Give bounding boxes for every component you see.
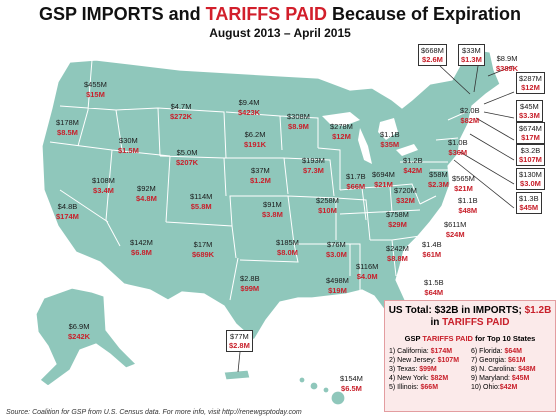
top10-item: 5) Illinois: $66M (389, 384, 439, 391)
label-hi: $154M $6.5M (340, 374, 363, 393)
callout-ct: $674M $17M (516, 122, 545, 144)
label-wv: $58M $2.3M (428, 170, 449, 189)
title-end: Because of Expiration (326, 4, 522, 24)
label-ks: $91M $3.8M (262, 200, 283, 219)
source-note: Source: Coalition for GSP from U.S. Cens… (6, 409, 302, 416)
label-nc: $1.1B $48M (458, 196, 478, 215)
label-me: $8.9M $389K (496, 54, 519, 73)
hawaii-shape (298, 376, 346, 406)
label-fl: $1.5B $64M (424, 278, 444, 297)
label-mo: $258M $10M (316, 196, 339, 215)
label-ar: $76M $3.0M (326, 240, 347, 259)
label-wi: $278M $12M (330, 122, 353, 141)
label-ny: $2.0B $82M (460, 106, 480, 125)
title-main: GSP IMPORTS and (38, 4, 206, 24)
label-in: $694M $21M (372, 170, 395, 189)
callout-ma: $287M $12M (516, 72, 545, 94)
callout-lines (237, 65, 515, 373)
label-ia: $193M $7.3M (302, 156, 325, 175)
label-ca: $4.8B $174M (56, 202, 79, 221)
label-id: $30M $1.5M (118, 136, 139, 155)
label-or: $178M $8.5M (56, 118, 79, 137)
label-va: $565M $21M (452, 174, 475, 193)
callout-nh: $33M $1.3M (458, 44, 485, 66)
summary-subheading: GSP TARIFFS PAID for Top 10 States (404, 334, 536, 343)
label-pa: $1.0B $36M (448, 138, 468, 157)
page-title: GSP IMPORTS and TARIFFS PAID Because of … (0, 4, 560, 25)
top10-item: 10) Ohio:$42M (471, 384, 518, 391)
alaska-shape (35, 287, 138, 387)
label-sd: $6.2M $191K (244, 130, 267, 149)
label-mi: $1.1B $35M (380, 130, 400, 149)
label-la: $498M $19M (326, 276, 349, 295)
label-nv: $108M $3.4M (92, 176, 115, 195)
label-ga: $1.4B $61M (422, 240, 442, 259)
label-mt: $4.7M $272K (170, 102, 193, 121)
callout-ri: $45M $3.3M (516, 100, 543, 122)
label-nm: $17M $689K (192, 240, 215, 259)
puerto-rico-shape (223, 369, 251, 381)
state-borders (49, 59, 467, 301)
label-co: $114M $5.8M (190, 192, 213, 211)
label-ne: $37M $1.2M (250, 166, 271, 185)
label-ok: $185M $8.0M (276, 238, 299, 257)
callout-nj: $3.2B $107M (516, 144, 545, 166)
label-tn: $758M $29M (386, 210, 409, 229)
label-wa: $455M $15M (84, 80, 107, 99)
label-nd: $9.4M $423K (238, 98, 261, 117)
label-il: $1.7B $66M (346, 172, 366, 191)
callout-md: $1.3B $45M (516, 192, 542, 214)
label-al: $242M $8.8M (386, 244, 409, 263)
page-subtitle: August 2013 – April 2015 (209, 26, 351, 40)
summary-panel: US Total: $32B in IMPORTS; $1.2B in TARI… (384, 300, 556, 412)
top10-item: 9) Maryland: $45M (471, 375, 530, 382)
label-wy: $5.0M $207K (176, 148, 199, 167)
label-oh: $1.2B $42M (403, 156, 423, 175)
callout-vt: $668M $2.6M (418, 44, 447, 66)
callout-de: $130M $3.0M (516, 168, 545, 190)
great-lakes (322, 112, 418, 164)
label-ms: $116M $4.0M (356, 262, 379, 281)
top10-item: 8) N. Carolina: $48M (471, 366, 536, 373)
top10-item: 2) New Jersey: $107M (389, 357, 460, 364)
summary-total: US Total: $32B in IMPORTS; $1.2B in TARI… (388, 305, 552, 328)
top10-item: 1) California: $174M (389, 348, 453, 355)
top10-list: 1) California: $174M 6) Florida: $64M 2)… (385, 343, 555, 391)
label-az: $142M $6.8M (130, 238, 153, 257)
top10-item: 4) New York: $82M (389, 375, 449, 382)
label-tx: $2.8B $99M (240, 274, 260, 293)
label-ak: $6.9M $242K (68, 322, 91, 341)
callout-pr: $77M $2.8M (226, 330, 253, 352)
top10-item: 7) Georgia: $61M (471, 357, 526, 364)
top10-item: 6) Florida: $64M (471, 348, 522, 355)
label-sc: $611M $24M (444, 220, 467, 239)
label-ut: $92M $4.8M (136, 184, 157, 203)
top10-item: 3) Texas: $99M (389, 366, 437, 373)
title-red: TARIFFS PAID (205, 4, 327, 24)
label-mn: $308M $8.9M (287, 112, 310, 131)
label-ky: $720M $32M (394, 186, 417, 205)
